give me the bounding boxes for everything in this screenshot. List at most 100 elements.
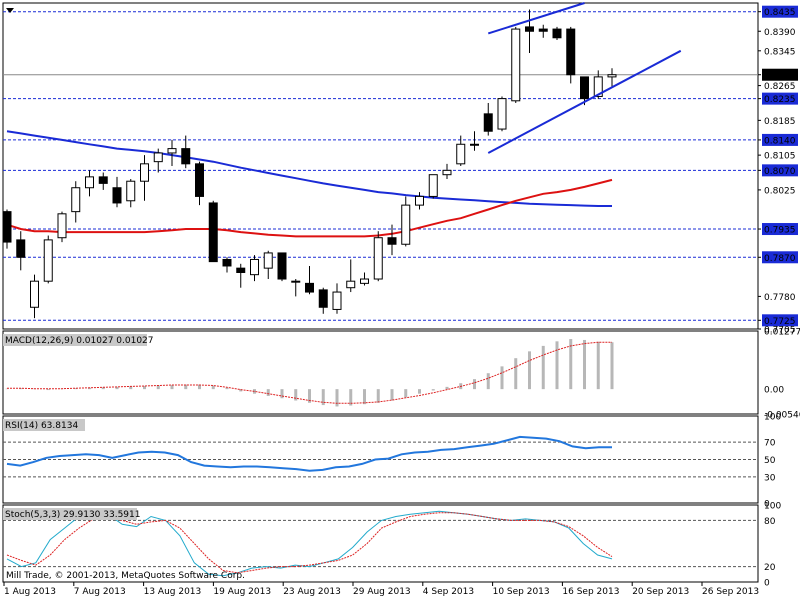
candle-body xyxy=(415,195,424,206)
rsi-axis-label: 100 xyxy=(764,413,781,423)
stoch-d-line xyxy=(6,512,613,574)
rsi-axis-label: 70 xyxy=(764,439,776,449)
panel-frame xyxy=(2,2,759,330)
price-label-bg xyxy=(762,133,798,146)
x-tick-label: 26 Sep 2013 xyxy=(702,587,759,597)
candle-body xyxy=(112,187,122,204)
x-tick-label: 20 Sep 2013 xyxy=(632,587,689,597)
x-tick-label: 19 Aug 2013 xyxy=(213,587,271,597)
chevron-down-icon[interactable] xyxy=(6,8,14,13)
candle-body xyxy=(401,204,411,245)
rsi-line xyxy=(6,435,612,472)
stoch-axis-label: 80 xyxy=(764,517,776,527)
stoch-axis-labels: 100 80 20 0 xyxy=(764,502,781,589)
price-label: 0.7705 xyxy=(764,326,796,336)
rsi-axis-label: 0 xyxy=(764,500,770,510)
candle-body xyxy=(511,28,521,102)
macd-axis-label: 0.00 xyxy=(764,386,784,396)
candle-body xyxy=(318,289,328,308)
panel-frames xyxy=(2,2,759,583)
x-tick-label: 7 Aug 2013 xyxy=(74,587,126,597)
x-tick-label: 29 Aug 2013 xyxy=(353,587,411,597)
candle-body xyxy=(57,213,67,239)
trendline xyxy=(487,49,682,154)
macd-panel: 0.01277 0.00 -0.00546 MACD(12,26,9) 0.0102… xyxy=(3,328,800,421)
price-label: 0.7870 xyxy=(764,254,796,264)
candle-body xyxy=(16,239,26,258)
candle-body xyxy=(428,174,438,197)
macd-signal-line xyxy=(7,341,612,404)
panel-frame xyxy=(2,330,759,415)
rsi-axis-labels: 100 70 50 30 0 xyxy=(764,413,781,510)
rsi-line xyxy=(6,435,612,472)
price-label-bg xyxy=(762,68,798,81)
macd-signal-line xyxy=(7,341,612,404)
price-label-bg xyxy=(762,5,798,18)
ma-blue-line xyxy=(6,130,612,207)
macd-title-bg xyxy=(3,334,147,346)
candle-body xyxy=(181,148,191,165)
panel-frame xyxy=(2,504,759,583)
candle-body xyxy=(305,282,314,293)
price-label: 0.8265 xyxy=(764,82,796,92)
candle-body xyxy=(2,211,12,243)
candles xyxy=(2,9,617,319)
stoch-title-bg xyxy=(3,508,137,520)
x-axis: 1 Aug 2013 7 Aug 2013 13 Aug 2013 19 Aug 20… xyxy=(3,582,759,597)
rsi-axis-label: 50 xyxy=(764,456,776,466)
price-label-bg xyxy=(762,92,798,105)
candle-body xyxy=(360,278,369,284)
x-tick-label: 13 Aug 2013 xyxy=(144,587,202,597)
candle-body xyxy=(277,252,287,280)
rsi-title-bg xyxy=(3,419,85,431)
rsi-title: RSI(14) 63.8134 xyxy=(5,421,78,431)
ma-red-line xyxy=(6,178,613,238)
candle-body xyxy=(566,28,576,76)
price-label: 0.8345 xyxy=(764,47,796,57)
x-tick-label: 23 Aug 2013 xyxy=(283,587,341,597)
candle-body xyxy=(195,163,204,197)
price-label: 0.8140 xyxy=(764,136,796,146)
candle-body xyxy=(126,180,136,202)
price-label: 0.8105 xyxy=(764,152,796,162)
trendline xyxy=(487,2,585,35)
x-tick-label: 4 Sep 2013 xyxy=(423,587,474,597)
x-tick-label: 16 Sep 2013 xyxy=(562,587,619,597)
stoch-axis-label: 100 xyxy=(764,502,781,512)
price-label: 0.8025 xyxy=(764,186,796,196)
price-label-bg xyxy=(762,164,798,177)
macd-histogram xyxy=(5,339,614,407)
candle-body xyxy=(85,176,94,189)
macd-title: MACD(12,26,9) 0.01027 0.01027 xyxy=(5,336,154,346)
price-label: 0.7935 xyxy=(764,226,796,236)
rsi-axis-label: 30 xyxy=(764,473,776,483)
candle-body xyxy=(222,258,232,267)
price-label: 0.7725 xyxy=(764,317,796,327)
candle-body xyxy=(263,252,273,269)
price-label: 0.8235 xyxy=(764,95,796,105)
candle-body xyxy=(71,187,81,213)
candle-body xyxy=(30,280,39,308)
candle-body xyxy=(43,239,53,282)
candle-body xyxy=(552,28,562,39)
price-label-bg xyxy=(762,314,798,327)
price-label: 0.7780 xyxy=(764,293,796,303)
candle-body xyxy=(208,202,218,263)
stoch-axis-label: 0 xyxy=(764,579,770,589)
stoch-panel: 100 80 20 0 Stoch(5,3,3) 29.9130 33.5911 Mi… xyxy=(3,502,781,589)
rsi-panel: 100 70 50 30 0 RSI(14) 63.8134 xyxy=(3,413,781,510)
price-label: 0.8185 xyxy=(764,117,796,127)
macd-axis-label: 0.01277 xyxy=(764,328,800,338)
x-tick-label: 10 Sep 2013 xyxy=(493,587,550,597)
candle-body xyxy=(140,163,149,182)
candle-body xyxy=(153,152,163,163)
candle-body xyxy=(456,143,466,165)
candle-body xyxy=(346,280,356,289)
price-label-bg xyxy=(762,251,798,264)
candle-body xyxy=(607,74,617,78)
candle-body xyxy=(387,237,397,245)
candle-body xyxy=(483,113,493,132)
